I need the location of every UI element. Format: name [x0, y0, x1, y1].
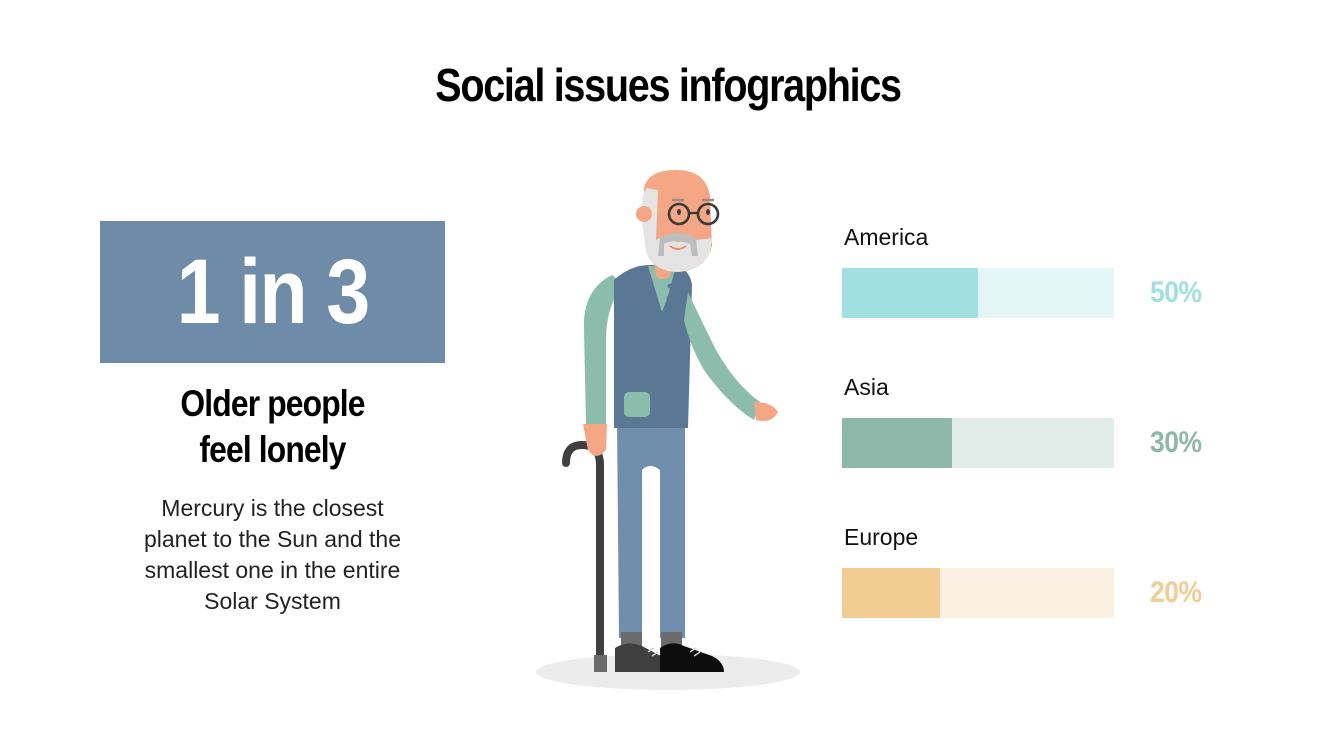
bar-track-america — [842, 268, 1114, 318]
bar-fill-europe — [842, 568, 940, 618]
stat-box: 1 in 3 — [100, 221, 445, 363]
bar-percent-america: 50% — [1150, 276, 1202, 309]
description-line: planet to the Sun and the — [143, 526, 402, 552]
bar-label-asia: Asia — [844, 374, 889, 400]
bar-fill-asia — [842, 418, 952, 468]
stat-description: Mercury is the closest planet to the Sun… — [100, 493, 445, 617]
bar-track-europe — [842, 568, 1114, 618]
elderly-man-with-cane-icon — [536, 170, 800, 690]
bar-percent-europe: 20% — [1150, 576, 1202, 609]
description-line: Solar System — [204, 588, 341, 614]
stat-value: 1 in 3 — [176, 240, 371, 343]
page-title: Social issues infographics — [435, 59, 902, 111]
stat-headline-line1: Older people — [180, 383, 365, 424]
description-line: Mercury is the closest — [161, 495, 384, 521]
bar-percent-asia: 30% — [1150, 426, 1202, 459]
bar-label-america: America — [844, 224, 929, 250]
description-line: smallest one in the entire — [144, 557, 401, 583]
bar-label-europe: Europe — [844, 524, 919, 550]
stat-headline-line2: feel lonely — [199, 429, 346, 470]
bar-fill-america — [842, 268, 978, 318]
bar-track-asia — [842, 418, 1114, 468]
